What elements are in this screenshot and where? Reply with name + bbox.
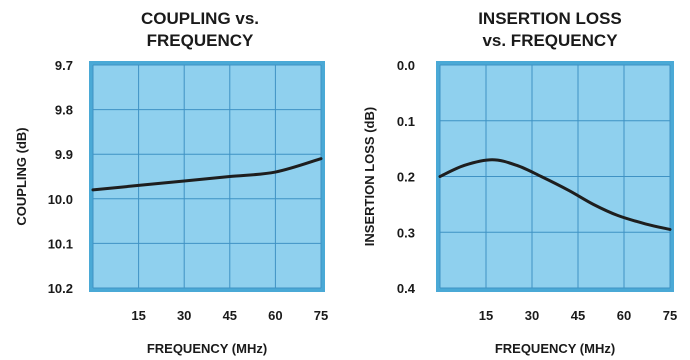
series-line <box>91 157 323 192</box>
y-tick-label: 10.0 <box>48 192 73 207</box>
y-tick-label: 0.2 <box>397 170 415 185</box>
chart-title-line: vs. FREQUENCY <box>482 31 618 50</box>
y-tick-label: 0.0 <box>397 58 415 73</box>
x-tick-label: 75 <box>314 308 328 323</box>
x-axis-label: FREQUENCY (MHz) <box>147 341 267 356</box>
x-tick-label: 45 <box>223 308 237 323</box>
series-line <box>438 158 672 231</box>
y-axis-label: COUPLING (dB) <box>14 127 29 225</box>
chart-title-line: FREQUENCY <box>147 31 254 50</box>
chart-title-line: INSERTION LOSS <box>478 9 622 28</box>
x-tick-label: 30 <box>525 308 539 323</box>
chart-title-line: COUPLING vs. <box>141 9 259 28</box>
x-tick-label: 15 <box>131 308 145 323</box>
y-tick-label: 9.9 <box>55 147 73 162</box>
x-tick-label: 60 <box>617 308 631 323</box>
y-tick-label: 0.1 <box>397 114 415 129</box>
y-tick-label: 10.2 <box>48 281 73 296</box>
y-tick-label: 10.1 <box>48 236 73 251</box>
x-tick-label: 75 <box>663 308 677 323</box>
y-tick-label: 0.3 <box>397 225 415 240</box>
y-axis-label: INSERTION LOSS (dB) <box>362 107 377 246</box>
chart-1: 9.7 9.8 9.9 10.0 10.1 10.2 15 30 45 60 75 FREQUENCY… <box>14 9 328 356</box>
x-axis-label: FREQUENCY (MHz) <box>495 341 615 356</box>
x-tick-label: 45 <box>571 308 585 323</box>
chart-2: 0.0 0.1 0.2 0.3 0.4 15 30 45 60 75 FREQUENCY (MHz)… <box>362 9 677 356</box>
x-tick-label: 30 <box>177 308 191 323</box>
y-tick-label: 9.7 <box>55 58 73 73</box>
y-tick-label: 9.8 <box>55 103 73 118</box>
y-tick-label: 0.4 <box>397 281 416 296</box>
plot-area <box>93 65 321 288</box>
x-tick-label: 15 <box>479 308 493 323</box>
x-tick-label: 60 <box>268 308 282 323</box>
